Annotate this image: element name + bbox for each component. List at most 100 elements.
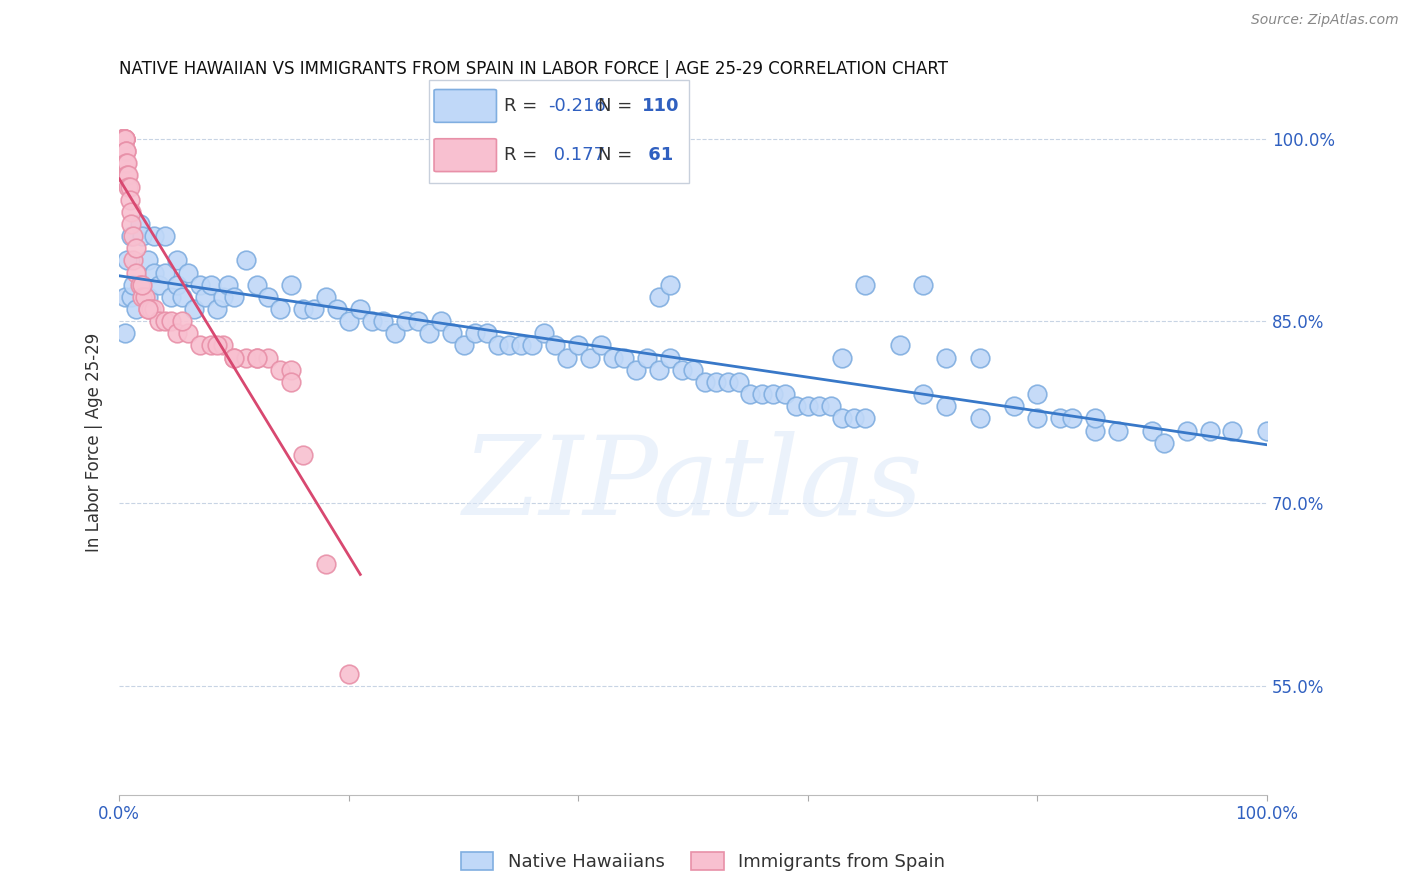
- Point: [110, 132, 132, 146]
- Point: [166, 277, 188, 292]
- Point: [142, 266, 165, 280]
- Point: [315, 290, 337, 304]
- Point: [1049, 411, 1071, 425]
- Point: [510, 338, 533, 352]
- Point: [177, 326, 200, 341]
- Point: [659, 351, 682, 365]
- Point: [613, 351, 636, 365]
- Point: [235, 253, 257, 268]
- Point: [141, 301, 163, 316]
- Point: [1256, 424, 1278, 438]
- Point: [969, 411, 991, 425]
- Point: [693, 375, 716, 389]
- Point: [120, 290, 142, 304]
- Point: [911, 387, 934, 401]
- Point: [1107, 424, 1129, 438]
- Point: [889, 338, 911, 352]
- Point: [235, 351, 257, 365]
- Point: [122, 253, 145, 268]
- Point: [120, 229, 142, 244]
- Point: [246, 277, 269, 292]
- Point: [751, 387, 773, 401]
- Point: [591, 338, 613, 352]
- Point: [969, 351, 991, 365]
- Point: [136, 253, 159, 268]
- Point: [853, 277, 876, 292]
- Point: [682, 363, 704, 377]
- Text: -0.216: -0.216: [548, 97, 606, 115]
- Text: N =: N =: [598, 146, 633, 164]
- Point: [337, 666, 360, 681]
- Point: [1175, 424, 1198, 438]
- Point: [808, 399, 831, 413]
- Point: [842, 411, 865, 425]
- Point: [129, 277, 152, 292]
- Point: [122, 229, 145, 244]
- Point: [1060, 411, 1083, 425]
- Text: 110: 110: [643, 97, 679, 115]
- Point: [148, 277, 170, 292]
- Point: [153, 229, 176, 244]
- Point: [115, 144, 138, 158]
- Point: [773, 387, 796, 401]
- Point: [217, 277, 239, 292]
- Point: [1026, 411, 1049, 425]
- Point: [280, 375, 302, 389]
- Point: [112, 132, 135, 146]
- Point: [131, 229, 153, 244]
- Point: [555, 351, 578, 365]
- Point: [183, 301, 205, 316]
- Point: [120, 204, 142, 219]
- Point: [114, 290, 136, 304]
- Point: [429, 314, 451, 328]
- Point: [762, 387, 785, 401]
- Point: [115, 156, 138, 170]
- Point: [205, 338, 228, 352]
- Point: [111, 132, 134, 146]
- Point: [935, 399, 957, 413]
- Point: [111, 132, 134, 146]
- Point: [136, 290, 159, 304]
- Point: [117, 169, 139, 183]
- Point: [406, 314, 429, 328]
- Point: [129, 217, 152, 231]
- Point: [326, 301, 349, 316]
- Point: [114, 132, 136, 146]
- Point: [125, 301, 148, 316]
- Point: [110, 132, 132, 146]
- Point: [935, 351, 957, 365]
- Point: [475, 326, 498, 341]
- Text: 0.177: 0.177: [548, 146, 606, 164]
- Point: [177, 266, 200, 280]
- Point: [205, 301, 228, 316]
- Point: [280, 277, 302, 292]
- Point: [602, 351, 624, 365]
- Point: [1084, 411, 1107, 425]
- Point: [464, 326, 486, 341]
- Point: [728, 375, 751, 389]
- Point: [246, 351, 269, 365]
- Point: [704, 375, 727, 389]
- Point: [122, 277, 145, 292]
- Point: [166, 253, 188, 268]
- Point: [280, 363, 302, 377]
- Point: [112, 132, 135, 146]
- Point: [373, 314, 395, 328]
- Point: [636, 351, 658, 365]
- Point: [153, 314, 176, 328]
- Point: [117, 253, 139, 268]
- Point: [211, 290, 233, 304]
- Point: [291, 448, 314, 462]
- Point: [160, 314, 183, 328]
- Point: [200, 277, 222, 292]
- Text: R =: R =: [505, 146, 537, 164]
- Point: [131, 290, 153, 304]
- Point: [200, 338, 222, 352]
- Point: [188, 338, 211, 352]
- Point: [441, 326, 464, 341]
- Point: [1026, 387, 1049, 401]
- Text: Source: ZipAtlas.com: Source: ZipAtlas.com: [1251, 13, 1399, 28]
- Point: [246, 351, 269, 365]
- Point: [142, 301, 165, 316]
- Point: [853, 411, 876, 425]
